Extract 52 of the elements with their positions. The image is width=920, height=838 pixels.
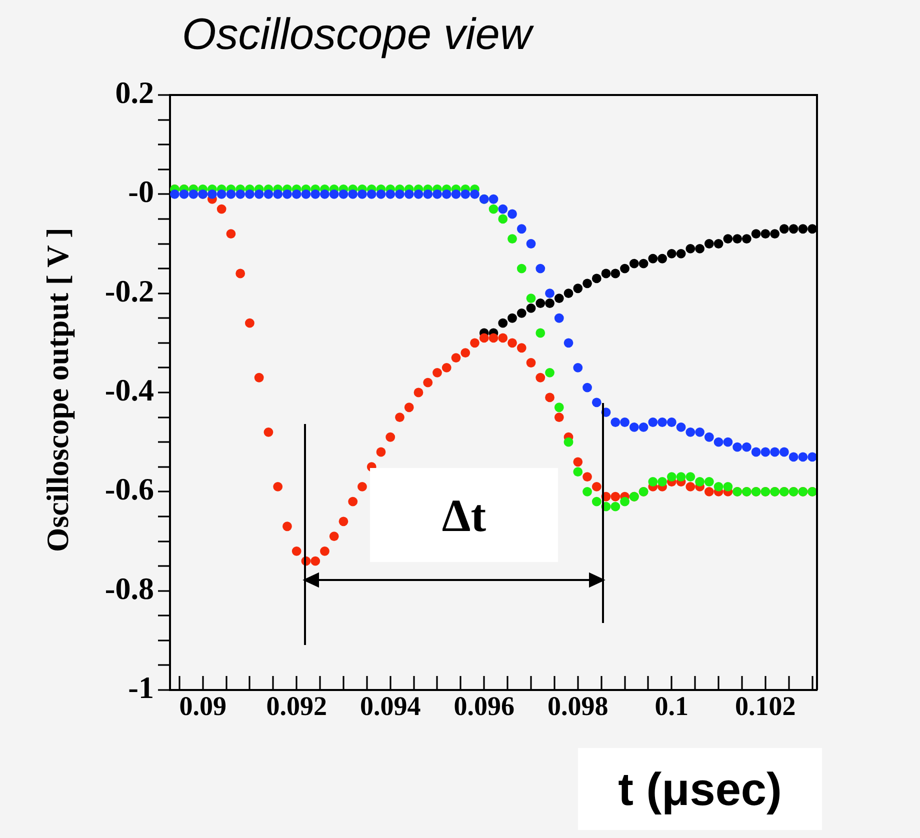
point	[798, 224, 808, 234]
y-tick-label: -0	[128, 174, 154, 210]
y-tick-label: -0.6	[104, 472, 154, 507]
point	[498, 318, 508, 328]
point	[723, 234, 733, 244]
x-tick-label: 0.092	[266, 691, 327, 722]
point	[536, 298, 546, 308]
point	[714, 239, 724, 248]
point	[592, 274, 602, 284]
point	[751, 229, 761, 239]
y-tick-label: -1	[128, 670, 154, 706]
point	[779, 224, 789, 234]
point	[695, 244, 704, 254]
annotation: Δt	[370, 468, 558, 562]
y-axis-title: Oscilloscope output [ V ]	[39, 226, 76, 554]
point	[629, 258, 639, 268]
x-tick-label: 0.096	[454, 691, 514, 722]
point	[732, 234, 742, 244]
x-tick-label: 0.09	[179, 691, 226, 722]
point	[770, 229, 780, 239]
y-tick-label: 0.2	[115, 75, 154, 110]
point	[742, 234, 752, 244]
point	[620, 264, 630, 274]
point	[564, 288, 574, 298]
point	[526, 304, 536, 313]
y-tick-label: -0.4	[104, 372, 154, 408]
x-tick-label: 0.1	[654, 691, 689, 722]
point	[686, 244, 696, 254]
point	[704, 239, 714, 248]
point	[666, 248, 676, 258]
chart-title: Oscilloscope view	[182, 10, 532, 60]
y-tick-label: -0.8	[104, 570, 154, 606]
point	[554, 294, 564, 303]
point	[658, 254, 667, 264]
point	[601, 268, 611, 278]
point	[788, 224, 798, 234]
point	[808, 224, 817, 234]
point	[508, 313, 517, 323]
point	[638, 258, 648, 268]
point	[516, 308, 526, 318]
point	[545, 298, 554, 308]
point	[648, 254, 658, 264]
x-tick-label: 0.094	[360, 691, 421, 722]
x-tick-label: 0.098	[548, 691, 608, 722]
point	[582, 278, 592, 288]
y-tick-label: -0.2	[104, 273, 154, 308]
point	[760, 229, 770, 239]
x-tick-label: 0.102	[735, 691, 796, 722]
point	[610, 268, 620, 278]
x-axis-title: t (μsec)	[578, 748, 822, 830]
point	[676, 248, 686, 258]
point	[573, 284, 583, 294]
